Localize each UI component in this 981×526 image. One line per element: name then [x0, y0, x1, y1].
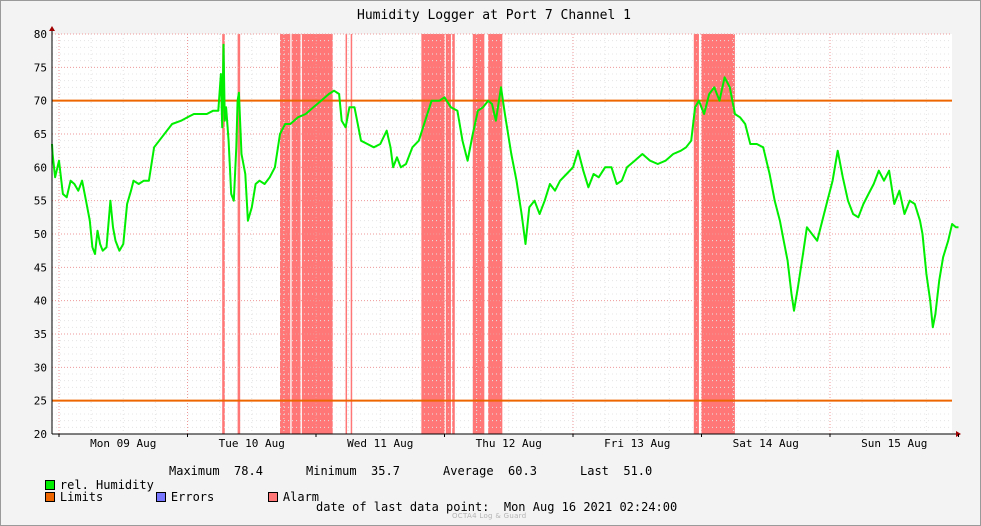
x-tick-label: Wed 11 Aug — [347, 437, 413, 450]
alarm-band — [693, 34, 699, 434]
y-tick-label: 60 — [34, 161, 47, 174]
legend-swatch-humidity — [44, 480, 55, 490]
y-tick-label: 65 — [34, 128, 47, 141]
x-tick-label: Thu 12 Aug — [476, 437, 542, 450]
x-tick-label: Mon 09 Aug — [90, 437, 156, 450]
stat-last: Last 51.0 — [580, 464, 652, 478]
alarm-band — [488, 34, 503, 434]
legend-swatch-alarm — [267, 492, 278, 502]
stat-last-value: 51.0 — [623, 464, 653, 478]
alarm-band — [280, 34, 291, 434]
legend-limits-label: Limits — [59, 490, 104, 504]
stat-minimum: Minimum 35.7 — [306, 464, 400, 478]
y-tick-label: 40 — [34, 295, 47, 308]
legend-row-alarm: Alarm — [239, 476, 319, 518]
y-tick-label: 25 — [34, 395, 47, 408]
legend-swatch-errors — [155, 492, 166, 502]
x-tick-label: Fri 13 Aug — [604, 437, 670, 450]
legend-swatch-limits — [44, 492, 55, 502]
legend-row-limits: Limits — [16, 476, 103, 518]
y-axis-arrow — [49, 26, 55, 31]
alarm-band — [452, 34, 455, 434]
y-tick-label: 75 — [34, 61, 47, 74]
y-tick-label: 80 — [34, 28, 47, 41]
watermark: OCTA4 Log & Guard — [452, 512, 527, 520]
y-tick-label: 35 — [34, 328, 47, 341]
stat-maximum-value: 78.4 — [234, 464, 263, 478]
y-tick-labels: 20 25 30 35 40 45 50 55 60 65 70 75 80 — [34, 28, 47, 441]
legend-row-errors: Errors — [127, 476, 214, 518]
x-tick-labels: Mon 09 Aug Tue 10 Aug Wed 11 Aug Thu 12 Aug… — [90, 437, 927, 450]
stat-maximum-label: Maximum — [169, 464, 220, 478]
y-tick-label: 55 — [34, 195, 47, 208]
y-tick-label: 50 — [34, 228, 47, 241]
last-data-point-label: date of last data point: — [316, 500, 490, 514]
stat-minimum-label: Minimum — [306, 464, 357, 478]
stat-average-value: 60.3 — [508, 464, 537, 478]
stat-average: Average 60.3 — [443, 464, 537, 478]
y-tick-label: 20 — [34, 428, 47, 441]
chart-title: Humidity Logger at Port 7 Channel 1 — [357, 8, 631, 23]
x-tick-label: Tue 10 Aug — [219, 437, 285, 450]
last-data-point: date of last data point: Mon Aug 16 2021… — [316, 500, 677, 514]
stat-minimum-value: 35.7 — [371, 464, 400, 478]
y-tick-label: 30 — [34, 361, 47, 374]
humidity-chart: Humidity Logger at Port 7 Channel 1 20 25… — [34, 8, 961, 450]
legend-humidity-label: rel. Humidity — [59, 478, 154, 492]
stat-last-label: Last — [580, 464, 609, 478]
legend-alarm-label: Alarm — [282, 490, 320, 504]
last-data-point-value: Mon Aug 16 2021 02:24:00 — [503, 500, 678, 514]
x-tick-label: Sat 14 Aug — [733, 437, 799, 450]
axes — [49, 26, 961, 437]
legend-row-humidity: rel. Humidity — [16, 464, 154, 506]
x-tick-label: Sun 15 Aug — [861, 437, 927, 450]
stat-average-label: Average — [443, 464, 494, 478]
legend-errors-label: Errors — [170, 490, 215, 504]
y-tick-label: 45 — [34, 261, 47, 274]
series-line-humidity — [51, 43, 959, 329]
alarm-band — [291, 34, 301, 434]
stat-maximum: Maximum 78.4 — [169, 464, 263, 478]
alarm-band — [350, 34, 353, 434]
y-tick-label: 70 — [34, 95, 47, 108]
